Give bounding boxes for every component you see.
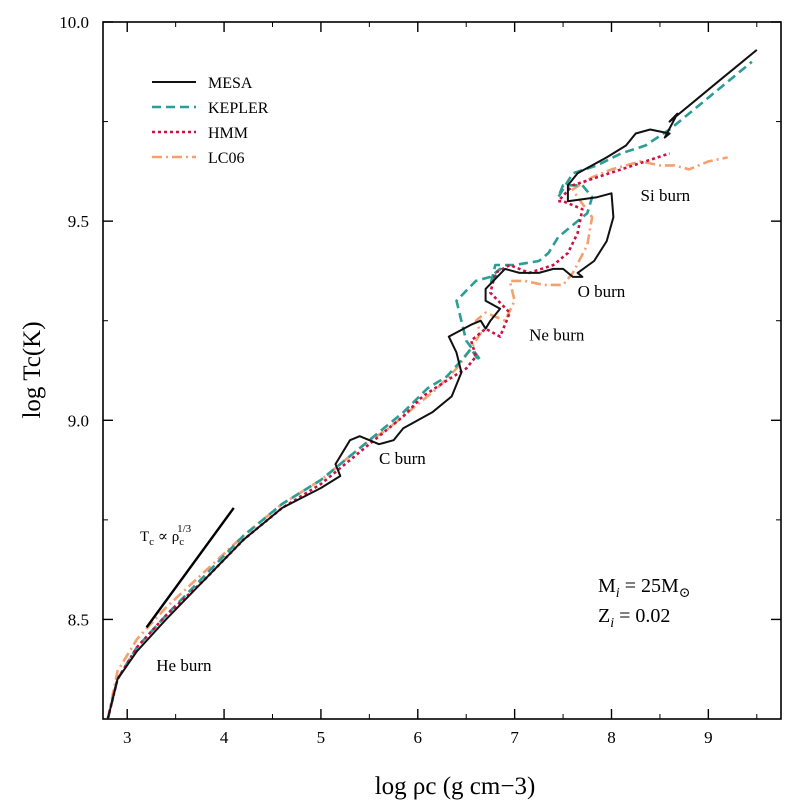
mass-parameter: Mi = 25M⊙: [598, 575, 690, 601]
mass-sun-symbol: ⊙: [679, 586, 691, 601]
y-tick-label: 10.0: [59, 13, 89, 32]
ref-label-rel: ∝ ρ: [154, 529, 179, 545]
x-tick-label: 4: [220, 728, 229, 747]
legend-label: MESA: [208, 75, 253, 92]
legend-label: KEPLER: [208, 100, 269, 117]
annotation-layer: He burn C burn Ne burn O burn Si burn: [156, 186, 690, 675]
burn-phase-label: He burn: [156, 656, 212, 675]
reference-line-layer: [145, 507, 235, 629]
series-line-lc06: [106, 156, 728, 719]
x-tick-label: 9: [704, 728, 713, 747]
legend-label: HMM: [208, 125, 248, 142]
ref-label-base: T: [140, 529, 149, 545]
mass-value: = 25M: [620, 575, 679, 597]
ref-label-sup: 1/3: [177, 523, 192, 535]
reference-line: [145, 507, 235, 629]
y-tick-label: 8.5: [68, 610, 89, 629]
burn-phase-label: C burn: [379, 449, 426, 468]
x-axis-title: log ρc (g cm−3): [375, 773, 536, 800]
x-tick-label: 7: [510, 728, 519, 747]
x-tick-label: 8: [607, 728, 616, 747]
series-line-mesa: [106, 49, 758, 719]
burn-phase-label: Ne burn: [529, 326, 585, 345]
x-axis-ticks: 3 4 5 6 7 8 9: [123, 22, 758, 747]
reference-line-label: Tc ∝ ρc1/3: [140, 523, 192, 548]
series-line-kepler: [106, 60, 753, 719]
series-line-hmm: [106, 152, 671, 719]
y-tick-label: 9.5: [68, 212, 89, 231]
mass-label: M: [598, 575, 616, 597]
mass-sub: i: [616, 586, 620, 601]
z-sub: i: [610, 616, 614, 631]
plot-frame: [102, 21, 782, 720]
legend: MESA KEPLER HMM LC06: [152, 75, 269, 167]
y-tick-label: 9.0: [68, 411, 89, 430]
burn-phase-label: Si burn: [641, 186, 691, 205]
z-label: Z: [598, 605, 610, 627]
burn-phase-label: O burn: [578, 282, 626, 301]
ref-label-sub: c: [149, 536, 154, 548]
x-tick-label: 5: [317, 728, 326, 747]
y-axis-ticks: 8.5 9.0 9.5 10.0: [59, 13, 781, 720]
series-layer: [106, 49, 758, 719]
y-axis-title: log Tc(K): [19, 321, 46, 418]
legend-label: LC06: [208, 150, 244, 167]
x-tick-label: 3: [123, 728, 132, 747]
x-tick-label: 6: [414, 728, 423, 747]
ref-label-sub2: c: [179, 536, 184, 548]
z-value: = 0.02: [614, 605, 670, 627]
metallicity-parameter: Zi = 0.02: [598, 605, 670, 631]
